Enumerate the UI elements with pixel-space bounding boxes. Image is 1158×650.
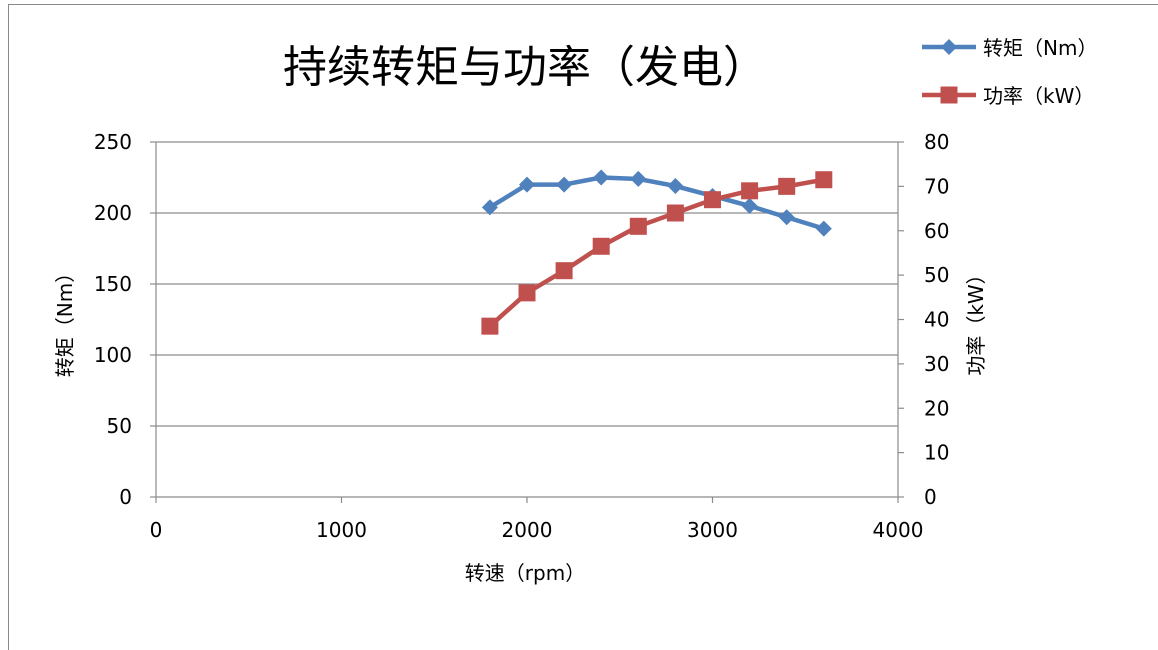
- axes: [155, 142, 899, 498]
- data-point: [741, 197, 758, 214]
- y-right-tick-label: 60: [924, 219, 949, 243]
- data-point: [667, 178, 684, 195]
- y-right-tick-label: 80: [924, 130, 949, 154]
- legend-item: 转矩（Nm）: [922, 36, 1097, 60]
- legend-label: 转矩（Nm）: [983, 36, 1097, 60]
- y-left-tick-label: 0: [119, 485, 132, 509]
- series-line: [488, 175, 825, 231]
- data-point: [518, 284, 536, 302]
- y-left-tick-label: 250: [94, 130, 132, 154]
- data-point: [592, 237, 610, 255]
- x-tick-label: 0: [150, 518, 163, 542]
- x-axis-title: 转速（rpm）: [465, 561, 585, 585]
- legend-item: 功率（kW）: [922, 84, 1094, 108]
- series-power: [481, 171, 833, 335]
- x-tick-label: 2000: [502, 518, 553, 542]
- y-axis-right-title: 功率（kW）: [964, 264, 988, 375]
- legend-marker: [941, 39, 957, 55]
- y-right-tick-label: 10: [924, 441, 949, 465]
- y-right-tick-label: 70: [924, 174, 949, 198]
- legend-marker: [940, 86, 958, 104]
- y-right-tick-label: 20: [924, 396, 949, 420]
- series-group: [481, 169, 833, 335]
- data-point: [815, 171, 833, 189]
- data-point: [481, 317, 499, 335]
- legend-label: 功率（kW）: [983, 84, 1094, 108]
- data-point: [704, 191, 721, 209]
- x-tick-label: 3000: [687, 518, 738, 542]
- data-point: [593, 169, 610, 186]
- chart-title: 持续转矩与功率（发电）: [283, 42, 767, 93]
- data-point: [741, 182, 759, 200]
- data-point: [666, 204, 684, 222]
- data-point: [519, 176, 535, 193]
- data-point: [778, 209, 795, 226]
- ticks: 0 1000 2000 3000 400005010015020025001020304…: [94, 130, 950, 542]
- y-right-tick-label: 30: [924, 352, 949, 376]
- y-right-tick-label: 50: [924, 263, 949, 287]
- y-left-tick-label: 150: [94, 272, 132, 296]
- y-left-tick-label: 50: [107, 414, 132, 438]
- data-point: [629, 217, 647, 235]
- data-point: [815, 220, 832, 237]
- y-right-tick-label: 0: [924, 485, 937, 509]
- legend: 转矩（Nm） 功率（kW）: [922, 36, 1097, 108]
- chart-frame: [8, 4, 1158, 650]
- data-point: [481, 199, 498, 216]
- y-left-tick-label: 100: [94, 343, 132, 367]
- data-point: [555, 262, 573, 280]
- data-point: [630, 170, 647, 187]
- series-line: [488, 177, 825, 328]
- y-axis-left-title: 转矩（Nm）: [53, 263, 77, 377]
- x-tick-label: 4000: [873, 518, 924, 542]
- y-left-tick-label: 200: [94, 201, 132, 225]
- x-tick-label: 1000: [316, 518, 367, 542]
- y-right-tick-label: 40: [924, 308, 949, 332]
- data-point: [556, 176, 573, 193]
- data-point: [778, 177, 796, 195]
